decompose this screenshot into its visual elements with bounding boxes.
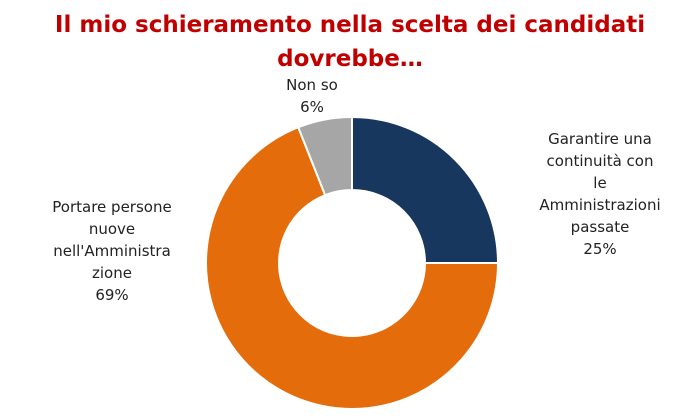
slice-label-line: Non so (286, 76, 338, 94)
chart-title-line-2: dovrebbe… (277, 46, 423, 72)
slice-label-new-people: Portare persone nuove nell'Amministra zione… (32, 196, 192, 306)
slice-label-dont-know: Non so 6% (262, 74, 362, 118)
slice-value-label: 25% (583, 240, 617, 258)
slice-label-line: zione (92, 264, 132, 282)
slice-label-line: Amministrazioni (539, 196, 661, 214)
slice-value-label: 6% (300, 98, 324, 116)
slice-label-line: continuità con (546, 152, 654, 170)
slice-label-line: Portare persone (52, 198, 172, 216)
slice-dont-know (296, 115, 353, 197)
slice-label-continuity: Garantire una continuità con le Amministraz… (525, 128, 675, 260)
slice-label-line: nell'Amministra (53, 242, 171, 260)
slice-label-line: le (593, 174, 607, 192)
slice-label-line: Garantire una (548, 130, 652, 148)
chart-title-line-1: Il mio schieramento nella scelta dei can… (54, 12, 646, 38)
slice-new-people (205, 125, 500, 410)
slice-label-line: nuove (88, 220, 136, 238)
slice-continuity (351, 115, 500, 264)
slice-label-line: passate (570, 218, 630, 236)
slice-value-label: 69% (95, 286, 129, 304)
